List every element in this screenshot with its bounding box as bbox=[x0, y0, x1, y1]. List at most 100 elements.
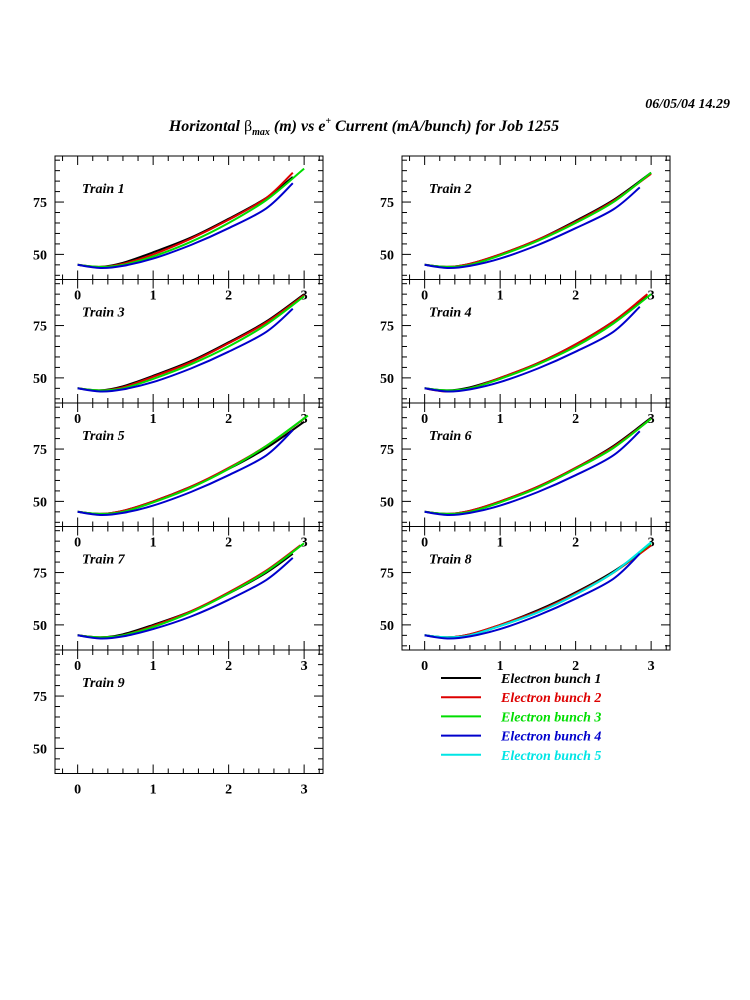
panel-frame bbox=[401, 526, 671, 651]
x-tick-label: 2 bbox=[225, 659, 232, 674]
panel-train-7: 0 1 2 3 50 75 Train 7 bbox=[33, 526, 324, 674]
legend-label-electron-bunch-1: Electron bunch 1 bbox=[500, 672, 601, 687]
panel-frame bbox=[54, 155, 324, 280]
panels-group: 0 1 2 3 50 75 Train 1 0 1 2 3 50 75 Train 2 0 1 2 3 50 75 Tr… bbox=[33, 155, 671, 798]
y-tick-label: 50 bbox=[33, 619, 47, 634]
x-tick-label: 0 bbox=[74, 412, 81, 427]
y-tick-label: 50 bbox=[380, 248, 394, 263]
x-tick-label: 1 bbox=[150, 289, 157, 304]
y-tick-label: 75 bbox=[380, 196, 394, 211]
y-tick-label: 75 bbox=[33, 567, 47, 582]
x-tick-label: 2 bbox=[572, 659, 579, 674]
x-tick-label: 3 bbox=[648, 659, 655, 674]
y-tick-label: 50 bbox=[380, 619, 394, 634]
series-line-electron-bunch-4 bbox=[77, 429, 294, 517]
y-tick-label: 75 bbox=[380, 443, 394, 458]
series-line-electron-bunch-4 bbox=[424, 552, 641, 640]
x-tick-label: 1 bbox=[150, 412, 157, 427]
y-tick-label: 75 bbox=[380, 320, 394, 335]
panel-train-2: 0 1 2 3 50 75 Train 2 bbox=[380, 155, 671, 304]
legend-label-electron-bunch-3: Electron bunch 3 bbox=[500, 710, 601, 725]
x-tick-label: 0 bbox=[74, 536, 81, 551]
legend-label-electron-bunch-4: Electron bunch 4 bbox=[500, 730, 601, 745]
x-tick-label: 0 bbox=[421, 659, 428, 674]
y-tick-label: 50 bbox=[33, 495, 47, 510]
x-tick-label: 1 bbox=[497, 412, 504, 427]
x-tick-label: 2 bbox=[225, 289, 232, 304]
panel-train-5: 0 1 2 3 50 75 Train 5 bbox=[33, 402, 324, 551]
series-line-electron-bunch-3 bbox=[77, 295, 305, 392]
x-tick-label: 2 bbox=[225, 536, 232, 551]
panel-label: Train 5 bbox=[82, 429, 125, 444]
x-tick-label: 0 bbox=[74, 289, 81, 304]
x-tick-label: 2 bbox=[225, 783, 232, 798]
panel-label: Train 3 bbox=[82, 306, 125, 321]
series-line-electron-bunch-4 bbox=[77, 557, 294, 640]
series-line-electron-bunch-4 bbox=[424, 305, 641, 393]
panel-frame bbox=[401, 155, 671, 280]
figure-title: Horizontal βmax (m) vs e+ Current (mA/bu… bbox=[168, 116, 559, 138]
series-line-electron-bunch-4 bbox=[424, 430, 641, 517]
y-tick-label: 50 bbox=[33, 742, 47, 757]
series-line-electron-bunch-4 bbox=[424, 186, 641, 270]
legend-label-electron-bunch-5: Electron bunch 5 bbox=[500, 749, 601, 764]
series-line-electron-bunch-3 bbox=[424, 293, 652, 392]
series-line-electron-bunch-3 bbox=[77, 542, 305, 639]
x-tick-label: 1 bbox=[497, 289, 504, 304]
series-line-electron-bunch-3 bbox=[77, 167, 305, 268]
x-tick-label: 0 bbox=[74, 783, 81, 798]
x-tick-label: 2 bbox=[572, 289, 579, 304]
y-tick-label: 75 bbox=[33, 690, 47, 705]
y-tick-label: 75 bbox=[33, 196, 47, 211]
panel-frame bbox=[54, 526, 324, 651]
panel-frame bbox=[401, 402, 671, 527]
series-line-electron-bunch-4 bbox=[77, 182, 294, 270]
legend: Electron bunch 1 Electron bunch 2 Electron… bbox=[441, 672, 601, 764]
x-tick-label: 0 bbox=[74, 659, 81, 674]
series-line-electron-bunch-5 bbox=[424, 541, 652, 639]
timestamp: 06/05/04 14.29 bbox=[645, 97, 730, 112]
x-tick-label: 0 bbox=[421, 289, 428, 304]
panel-label: Train 1 bbox=[82, 182, 125, 197]
panel-train-9: 0 1 2 3 50 75 Train 9 bbox=[33, 649, 324, 798]
panel-label: Train 2 bbox=[429, 182, 472, 197]
x-tick-label: 2 bbox=[225, 412, 232, 427]
x-tick-label: 3 bbox=[301, 659, 308, 674]
x-tick-label: 0 bbox=[421, 412, 428, 427]
y-tick-label: 75 bbox=[380, 567, 394, 582]
panel-label: Train 7 bbox=[82, 553, 126, 568]
y-tick-label: 75 bbox=[33, 443, 47, 458]
panel-train-8: 0 1 2 3 50 75 Train 8 bbox=[380, 526, 671, 674]
y-tick-label: 50 bbox=[33, 372, 47, 387]
panel-label: Train 6 bbox=[429, 429, 472, 444]
panel-frame bbox=[54, 649, 324, 774]
x-tick-label: 0 bbox=[421, 536, 428, 551]
series-line-electron-bunch-3 bbox=[77, 414, 309, 515]
x-tick-label: 1 bbox=[150, 783, 157, 798]
x-tick-label: 1 bbox=[497, 659, 504, 674]
y-tick-label: 50 bbox=[33, 248, 47, 263]
x-tick-label: 1 bbox=[150, 536, 157, 551]
series-line-electron-bunch-4 bbox=[77, 308, 294, 393]
x-tick-label: 3 bbox=[301, 783, 308, 798]
y-tick-label: 50 bbox=[380, 372, 394, 387]
x-tick-label: 2 bbox=[572, 412, 579, 427]
y-tick-label: 75 bbox=[33, 320, 47, 335]
panel-label: Train 8 bbox=[429, 553, 472, 568]
y-tick-label: 50 bbox=[380, 495, 394, 510]
series-line-electron-bunch-3 bbox=[424, 171, 652, 268]
legend-label-electron-bunch-2: Electron bunch 2 bbox=[500, 691, 601, 706]
panel-label: Train 4 bbox=[429, 306, 472, 321]
x-tick-label: 3 bbox=[648, 289, 655, 304]
series-line-electron-bunch-3 bbox=[424, 417, 652, 515]
x-tick-label: 1 bbox=[497, 536, 504, 551]
x-tick-label: 3 bbox=[301, 536, 308, 551]
x-tick-label: 2 bbox=[572, 536, 579, 551]
panel-frame bbox=[401, 279, 671, 404]
panel-label: Train 9 bbox=[82, 676, 125, 691]
panel-frame bbox=[54, 402, 324, 527]
